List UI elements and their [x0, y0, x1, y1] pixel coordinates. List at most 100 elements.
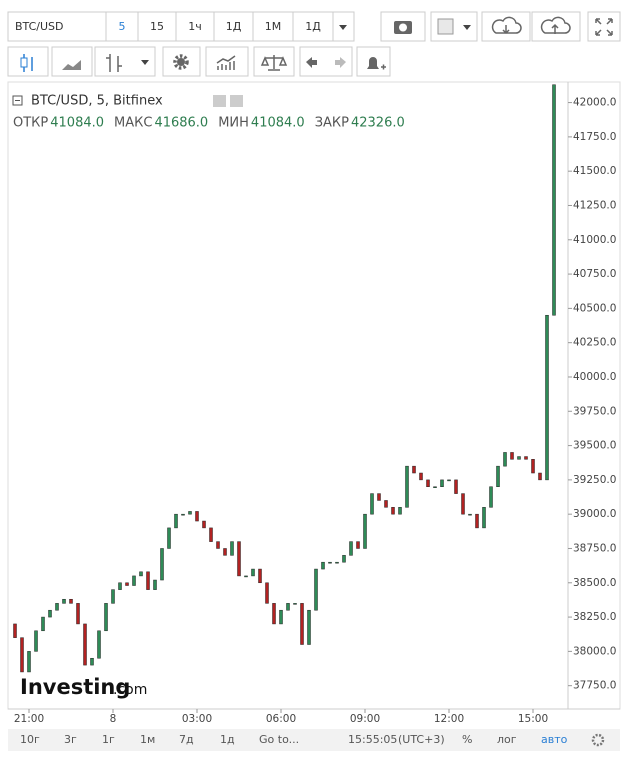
option-button[interactable]: лог: [497, 733, 517, 746]
candle-body: [279, 609, 283, 625]
x-tick-label: 03:00: [182, 713, 212, 725]
candle-body: [349, 541, 353, 556]
y-tick-label: 41750.0: [573, 131, 616, 143]
y-tick-label: 41000.0: [573, 234, 616, 246]
candle-body: [335, 561, 339, 564]
candle-body: [447, 479, 451, 482]
studies-button[interactable]: [205, 46, 249, 77]
legend-title: BTC/USD, 5, Bitfinex: [31, 94, 163, 109]
option-button[interactable]: авто: [541, 733, 568, 746]
candle-body: [314, 568, 318, 611]
interval-button[interactable]: [105, 11, 139, 42]
range-button[interactable]: 1г: [102, 733, 115, 746]
candle-body: [174, 513, 178, 529]
candle-body: [251, 568, 255, 577]
bottom-bar: [8, 729, 620, 751]
fullscreen-button[interactable]: [587, 11, 621, 42]
interval-label: 1Д: [305, 20, 321, 33]
settings-icon[interactable]: [230, 95, 243, 107]
candle-body: [321, 561, 325, 570]
candle-body: [146, 571, 150, 590]
cloud-upload-icon: [540, 16, 571, 34]
settings-button[interactable]: [162, 46, 201, 77]
interval-button[interactable]: [252, 11, 294, 42]
y-tick-label: 38750.0: [573, 542, 616, 554]
y-tick-label: 37750.0: [573, 680, 616, 692]
candle-body: [237, 541, 241, 577]
candle-body: [293, 603, 297, 605]
candle-body: [132, 575, 136, 586]
candle-body: [475, 513, 479, 529]
y-tick-label: 38250.0: [573, 611, 616, 623]
candle-body: [153, 579, 157, 590]
timezone: (UTC+3): [398, 733, 445, 746]
candle-body: [286, 603, 290, 611]
candle-body: [83, 623, 87, 666]
symbol: BTC/USD: [15, 20, 64, 33]
candle-body: [405, 465, 409, 508]
gear-icon: [173, 54, 189, 70]
eye-icon[interactable]: [213, 95, 226, 107]
candles-button[interactable]: [7, 46, 49, 77]
interval-label: 15: [150, 20, 164, 33]
interval-label: 1М: [265, 20, 282, 33]
y-tick-label: 39250.0: [573, 474, 616, 486]
candle-body: [160, 548, 164, 581]
interval-button[interactable]: [213, 11, 254, 42]
symbol-input[interactable]: [7, 11, 107, 42]
y-tick-label: 41500.0: [573, 165, 616, 177]
candle-body: [482, 507, 486, 529]
bell-icon: [367, 57, 379, 69]
interval-button[interactable]: [292, 11, 334, 42]
candle-body: [202, 520, 206, 529]
y-tick-label: 40250.0: [573, 337, 616, 349]
stat-label: МАКС: [114, 116, 152, 131]
x-tick-label: 21:00: [14, 713, 44, 725]
candle-body: [377, 493, 381, 501]
stat-value: 41084.0: [251, 116, 305, 131]
studies-icon: [216, 55, 236, 70]
watermark-brand: Investing: [20, 675, 130, 699]
range-button[interactable]: 3г: [64, 733, 77, 746]
area-button[interactable]: [51, 46, 93, 77]
candle-body: [181, 513, 185, 516]
candle-body: [440, 479, 444, 487]
range-button[interactable]: 1м: [140, 733, 155, 746]
candle-body: [69, 598, 73, 604]
y-tick-label: 40000.0: [573, 371, 616, 383]
option-button[interactable]: %: [462, 733, 472, 746]
clock: 15:55:05: [348, 733, 397, 746]
plus-icon: [381, 64, 386, 70]
undo-icon: [306, 57, 317, 68]
y-tick-label: 42000.0: [573, 97, 616, 109]
watermark-suffix: .com: [113, 682, 147, 698]
candle-body: [104, 603, 108, 632]
candle-body: [510, 452, 514, 460]
dropdown-arrow: [463, 25, 471, 30]
candle-body: [370, 493, 374, 515]
go-to[interactable]: Go to...: [259, 733, 299, 746]
candle-body: [55, 603, 59, 611]
candle-body: [41, 616, 45, 632]
candle-body: [342, 555, 346, 563]
settings-icon[interactable]: [591, 733, 605, 747]
range-button[interactable]: 7д: [179, 733, 194, 746]
candle-body: [433, 486, 437, 488]
candle-body: [272, 603, 276, 625]
candle-body: [167, 527, 171, 549]
candle-body: [111, 589, 115, 604]
candle-body: [97, 630, 101, 659]
candle-body: [265, 582, 269, 604]
candle-body: [62, 598, 66, 604]
candle-body: [419, 472, 423, 481]
range-button[interactable]: 1д: [220, 733, 235, 746]
candle-body: [398, 507, 402, 515]
x-tick-label: 06:00: [266, 713, 296, 725]
interval-button[interactable]: [137, 11, 177, 42]
redo-icon: [335, 57, 346, 68]
interval-label: 5: [119, 20, 126, 33]
candle-body: [503, 452, 507, 467]
range-button[interactable]: 10г: [20, 733, 40, 746]
stat-value: 41686.0: [154, 116, 208, 131]
